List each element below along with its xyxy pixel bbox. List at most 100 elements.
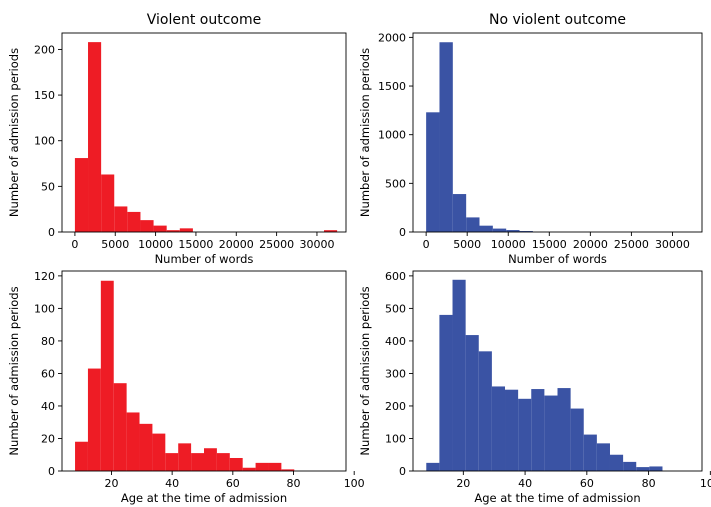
histogram-bar: [491, 386, 506, 471]
x-tick-label: 15000: [532, 238, 567, 251]
x-tick-label: 60: [580, 477, 594, 490]
histogram-bar: [492, 228, 507, 232]
y-tick-label: 1000: [378, 129, 406, 142]
chart-title: No violent outcome: [489, 12, 626, 28]
y-tick-label: 150: [34, 89, 55, 102]
y-tick-label: 1500: [378, 80, 406, 93]
x-axis-label: Age at the time of admission: [121, 491, 287, 505]
bars: [426, 279, 663, 471]
x-tick-label: 15000: [178, 238, 213, 251]
histogram-bar: [519, 231, 533, 232]
histogram-bar: [87, 368, 101, 471]
histogram-bar: [126, 412, 140, 471]
x-tick-label: 20: [456, 477, 470, 490]
y-tick-label: 0: [399, 226, 406, 239]
x-tick-label: 10000: [491, 238, 526, 251]
y-tick-label: 0: [48, 465, 55, 478]
histogram-bar: [426, 112, 440, 232]
no-violent-age-histogram: Age at the time of admission Number of a…: [358, 270, 711, 505]
histogram-bar: [75, 441, 88, 471]
histogram-bar: [281, 469, 295, 471]
histogram-bar: [478, 351, 492, 471]
y-tick-label: 50: [41, 180, 55, 193]
y-axis-label: Number of admission periods: [358, 48, 372, 217]
histogram-bar: [623, 461, 637, 471]
bars: [75, 280, 295, 471]
histogram-bar: [439, 42, 453, 232]
histogram-bar: [518, 398, 532, 471]
y-tick-label: 100: [34, 302, 55, 315]
histogram-bar: [324, 230, 338, 232]
histogram-bar: [139, 423, 153, 471]
histogram-bar: [636, 467, 650, 471]
histogram-bar: [191, 453, 204, 471]
y-tick-label: 0: [48, 226, 55, 239]
histogram-bar: [216, 453, 230, 471]
y-tick-label: 0: [399, 465, 406, 478]
y-tick-label: 300: [385, 367, 406, 380]
histogram-bar: [505, 389, 519, 471]
histogram-bar: [583, 434, 597, 471]
histogram-bar: [531, 389, 545, 471]
axes-frame: [412, 270, 703, 472]
y-tick-label: 400: [385, 335, 406, 348]
histogram-bar: [544, 395, 558, 471]
histogram-bar: [479, 225, 493, 232]
y-tick-label: 200: [385, 400, 406, 413]
x-axis-label: Age at the time of admission: [474, 491, 640, 505]
histogram-bar: [114, 206, 128, 232]
x-tick-label: 10000: [138, 238, 173, 251]
x-tick-label: 40: [165, 477, 179, 490]
histogram-bar: [113, 383, 127, 471]
axes-frame: [412, 32, 703, 233]
x-tick-label: 100: [700, 477, 711, 490]
y-axis-label: Number of admission periods: [7, 286, 21, 455]
x-tick-label: 80: [642, 477, 656, 490]
y-tick-label: 500: [385, 302, 406, 315]
bars: [74, 42, 338, 232]
histogram-bar: [439, 314, 453, 471]
bars: [426, 42, 533, 232]
x-tick-label: 100: [344, 477, 365, 490]
x-tick-label: 30000: [655, 238, 690, 251]
histogram-bar: [466, 217, 480, 232]
x-tick-label: 25000: [614, 238, 649, 251]
x-tick-label: 40: [518, 477, 532, 490]
histogram-bar: [101, 174, 115, 232]
y-tick-label: 600: [385, 270, 406, 283]
histogram-bar: [229, 457, 243, 471]
histogram-bar: [127, 211, 141, 232]
x-tick-label: 0: [71, 238, 78, 251]
histogram-bar: [140, 220, 154, 232]
y-tick-label: 80: [41, 335, 55, 348]
histogram-bar: [426, 462, 440, 471]
histogram-bar: [452, 279, 466, 471]
x-tick-label: 80: [287, 477, 301, 490]
histogram-bar: [557, 388, 571, 471]
histogram-bar: [268, 462, 282, 471]
x-axis-label: Number of words: [508, 252, 607, 266]
y-tick-label: 40: [41, 400, 55, 413]
histogram-bar: [74, 158, 89, 232]
histogram-bar: [153, 225, 167, 232]
histogram-bar: [178, 443, 192, 471]
y-tick-label: 100: [385, 432, 406, 445]
x-tick-label: 5000: [101, 238, 129, 251]
x-tick-label: 20: [104, 477, 118, 490]
x-tick-label: 20000: [219, 238, 254, 251]
y-tick-label: 60: [41, 367, 55, 380]
x-tick-label: 25000: [259, 238, 294, 251]
violent-age-histogram: Age at the time of admission Number of a…: [7, 270, 365, 505]
chart-title: Violent outcome: [147, 12, 261, 28]
histogram-bar: [204, 448, 217, 471]
histogram-bar: [152, 433, 166, 471]
histogram-bar: [596, 443, 610, 471]
violent-words-histogram: Violent outcome Number of words Number o…: [7, 12, 347, 266]
histogram-bar: [255, 462, 269, 471]
histogram-bar: [649, 466, 663, 471]
histogram-bar: [506, 230, 520, 232]
x-tick-label: 20000: [573, 238, 608, 251]
histogram-bar: [452, 194, 467, 232]
histogram-bar: [609, 454, 624, 471]
